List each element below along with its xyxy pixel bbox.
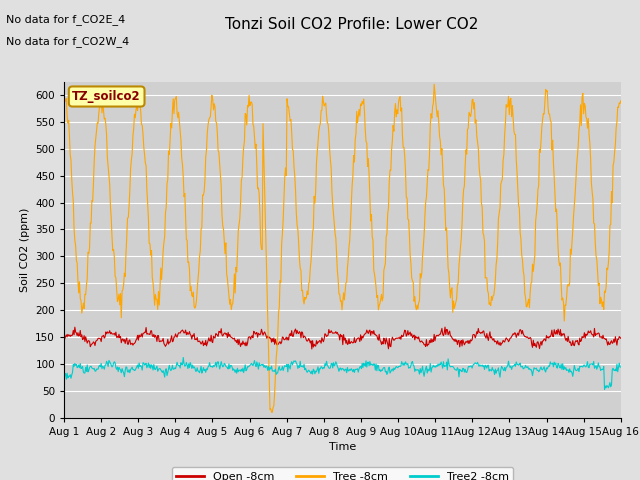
Open -8cm (617, 336, 625, 341)
Open -8cm (308, 346, 316, 352)
Tree2 -8cm (428, 369, 435, 375)
Legend: Open -8cm, Tree -8cm, Tree2 -8cm: Open -8cm, Tree -8cm, Tree2 -8cm (172, 467, 513, 480)
Open -8cm (428, 336, 435, 342)
Tree2 -8cm (60, 373, 68, 379)
Open -8cm (411, 337, 419, 343)
Tree -8cm (617, 98, 625, 104)
Line: Open -8cm: Open -8cm (64, 327, 621, 349)
Text: Tonzi Soil CO2 Profile: Lower CO2: Tonzi Soil CO2 Profile: Lower CO2 (225, 17, 479, 32)
Tree2 -8cm (179, 355, 187, 360)
Text: No data for f_CO2W_4: No data for f_CO2W_4 (6, 36, 130, 47)
Tree -8cm (268, 409, 275, 415)
Text: TZ_soilco2: TZ_soilco2 (72, 90, 141, 103)
Tree2 -8cm (617, 364, 625, 370)
Tree2 -8cm (70, 363, 78, 369)
Y-axis label: Soil CO2 (ppm): Soil CO2 (ppm) (20, 207, 29, 292)
Open -8cm (214, 333, 221, 338)
Text: No data for f_CO2E_4: No data for f_CO2E_4 (6, 14, 125, 25)
Open -8cm (127, 341, 135, 347)
Tree -8cm (184, 260, 192, 265)
Open -8cm (60, 338, 68, 344)
Open -8cm (441, 324, 449, 330)
Tree -8cm (60, 95, 68, 100)
Tree2 -8cm (185, 361, 193, 367)
Tree2 -8cm (214, 359, 222, 365)
Tree2 -8cm (411, 369, 419, 374)
X-axis label: Time: Time (329, 442, 356, 452)
Tree -8cm (70, 226, 78, 231)
Open -8cm (70, 332, 78, 337)
Line: Tree2 -8cm: Tree2 -8cm (64, 358, 621, 389)
Tree -8cm (214, 130, 221, 135)
Tree -8cm (411, 294, 419, 300)
Tree -8cm (127, 157, 135, 163)
Tree2 -8cm (601, 386, 609, 392)
Line: Tree -8cm: Tree -8cm (64, 84, 621, 412)
Open -8cm (184, 331, 192, 337)
Tree -8cm (428, 111, 435, 117)
Tree -8cm (430, 82, 438, 87)
Tree2 -8cm (127, 366, 135, 372)
